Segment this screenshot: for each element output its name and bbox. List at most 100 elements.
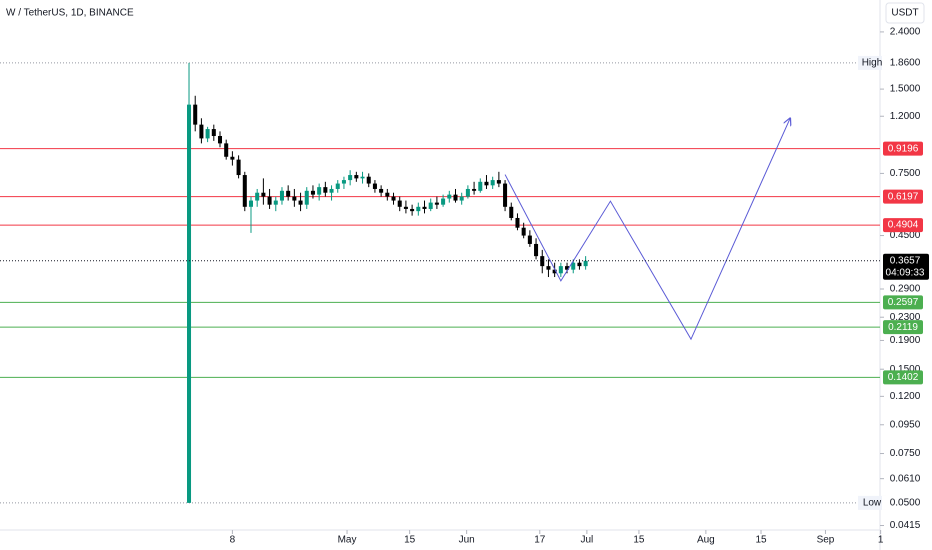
level-badge xyxy=(883,295,923,310)
candle-body xyxy=(552,269,557,274)
candle-body xyxy=(447,194,452,199)
y-tick-label: 2.4000 xyxy=(890,27,921,38)
x-tick-label: 1 xyxy=(878,535,884,546)
y-tick-label: 0.0415 xyxy=(890,520,921,531)
candle-body xyxy=(558,266,563,274)
level-label: 0.6197 xyxy=(888,191,919,202)
y-tick-label: 0.2900 xyxy=(890,284,921,295)
level-label: 0.1402 xyxy=(888,372,919,383)
candle-body xyxy=(441,198,446,205)
candle-body xyxy=(286,190,291,197)
candle-body xyxy=(348,175,353,181)
last-price-label: 0.3657 xyxy=(890,255,921,266)
candle-body xyxy=(298,200,303,205)
candle-body xyxy=(366,176,371,184)
candle-body xyxy=(527,235,532,244)
level-badge xyxy=(883,218,923,233)
currency-box[interactable] xyxy=(885,2,925,24)
y-tick-label: 0.0950 xyxy=(890,419,921,430)
level-label: 0.2119 xyxy=(888,322,918,333)
candle-body xyxy=(217,136,223,144)
candle-body xyxy=(292,196,297,201)
y-tick-label: 0.4500 xyxy=(890,230,921,241)
candle-body xyxy=(255,192,260,201)
level-badge xyxy=(883,141,923,156)
low-price-bg xyxy=(882,495,928,510)
last-price-badge xyxy=(883,253,929,280)
y-tick-label: 0.0750 xyxy=(890,448,921,459)
candle-body xyxy=(379,188,384,193)
countdown: 04:09:33 xyxy=(886,267,925,278)
level-badge xyxy=(883,189,923,204)
candle-body xyxy=(428,202,433,209)
high-label-bg xyxy=(858,55,886,70)
candle-body xyxy=(236,159,241,176)
candle-body xyxy=(391,196,396,201)
candle-body xyxy=(304,190,309,205)
candle-body xyxy=(459,196,464,201)
candle-body xyxy=(434,202,439,205)
y-tick-label: 0.0610 xyxy=(890,473,921,484)
level-badge xyxy=(883,370,923,385)
candle-body xyxy=(410,208,415,212)
candle-body xyxy=(372,183,377,189)
candle-body xyxy=(416,206,421,212)
level-label: 0.4904 xyxy=(888,220,919,231)
y-tick-label: 1.5000 xyxy=(890,84,921,95)
x-tick-label: Jul xyxy=(580,535,593,546)
candle-body xyxy=(453,194,458,201)
candle-body xyxy=(205,129,210,139)
candle-body xyxy=(465,188,470,197)
y-tick-label: 0.7500 xyxy=(890,168,921,179)
x-tick-label: 17 xyxy=(534,535,546,546)
candle-body xyxy=(279,190,284,201)
candle-body xyxy=(187,104,192,503)
candle-body xyxy=(397,200,402,207)
candle-body xyxy=(503,183,508,207)
candle-body xyxy=(354,175,359,179)
candle-body xyxy=(267,196,272,205)
candle-body xyxy=(310,190,315,195)
candle-body xyxy=(193,104,198,125)
x-tick-label: Aug xyxy=(697,535,715,546)
x-tick-label: 15 xyxy=(404,535,416,546)
candle-body xyxy=(317,187,322,195)
candle-body xyxy=(496,180,501,184)
x-tick-label: May xyxy=(338,535,357,546)
candle-body xyxy=(583,260,588,267)
candle-body xyxy=(472,188,477,191)
candle-body xyxy=(540,256,545,267)
currency[interactable]: USDT xyxy=(891,8,918,19)
candle-body xyxy=(422,206,427,209)
candle-body xyxy=(509,206,514,218)
low-price: 0.0500 xyxy=(890,497,921,508)
low-label: Low xyxy=(863,497,882,508)
x-tick-label: 8 xyxy=(230,535,236,546)
candle-body xyxy=(261,192,266,197)
high-label: High xyxy=(862,58,883,69)
candle-body xyxy=(385,192,390,197)
y-tick-label: 0.1200 xyxy=(890,391,921,402)
candle-body xyxy=(565,266,570,270)
projection-line xyxy=(504,118,790,341)
candle-body xyxy=(329,188,334,193)
candle-body xyxy=(323,187,328,193)
low-label-bg xyxy=(858,495,886,510)
y-tick-label: 0.1500 xyxy=(890,364,921,375)
candle-body xyxy=(546,266,551,270)
candle-body xyxy=(484,181,489,186)
candle-body xyxy=(577,262,582,267)
candle-body xyxy=(521,227,526,236)
candle-body xyxy=(490,180,495,186)
candle-body xyxy=(534,243,539,257)
candle-body xyxy=(248,200,253,207)
candle-body xyxy=(211,129,216,137)
candle-body xyxy=(515,217,520,228)
candle-body xyxy=(341,180,346,184)
candle-body xyxy=(224,143,229,157)
candle-body xyxy=(403,206,408,209)
candle-body xyxy=(273,200,278,205)
candle-body xyxy=(199,124,204,139)
